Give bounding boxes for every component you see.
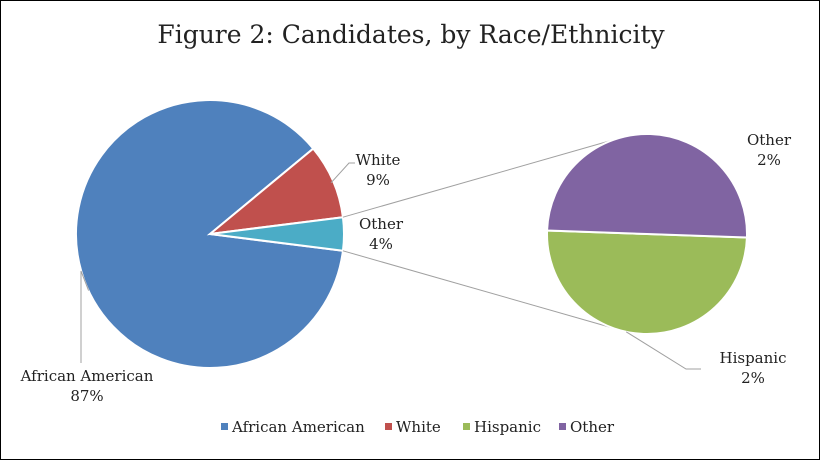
data-labels: African American 87% White 9% Other 4% Other 2%… xyxy=(20,131,792,405)
chart-title: Figure 2: Candidates, by Race/Ethnicity xyxy=(157,20,665,49)
label-hispanic: Hispanic 2% xyxy=(720,349,787,387)
label-white: White 9% xyxy=(356,151,401,189)
label-other: Other 4% xyxy=(359,215,404,253)
legend-item-african-american: African American xyxy=(221,418,365,436)
legend-item-white: White xyxy=(385,418,441,436)
legend-swatch xyxy=(463,423,470,430)
legend-label: Other xyxy=(570,418,615,436)
connector-line-top xyxy=(342,139,613,218)
connector-lines xyxy=(342,139,613,329)
leader-african-american xyxy=(80,270,90,363)
pie-slice-other xyxy=(209,216,345,252)
connector-line-bottom xyxy=(342,250,613,329)
legend-label: Hispanic xyxy=(474,418,541,436)
legend-label: African American xyxy=(231,418,365,436)
leader-hispanic xyxy=(625,331,701,370)
main-pie xyxy=(74,99,345,369)
leader-white xyxy=(330,162,355,184)
label-secondary-other: Other 2% xyxy=(747,131,792,169)
secondary-slice-other xyxy=(546,133,748,239)
legend-label: White xyxy=(396,418,441,436)
legend-swatch xyxy=(559,423,566,430)
secondary-pie xyxy=(546,133,748,335)
legend-item-hispanic: Hispanic xyxy=(463,418,541,436)
secondary-slice-hispanic xyxy=(546,229,748,335)
label-african-american: African American 87% xyxy=(20,367,154,405)
legend-swatch xyxy=(385,423,392,430)
legend-swatch xyxy=(221,423,228,430)
legend: African American White Hispanic Other xyxy=(221,418,615,436)
legend-item-other: Other xyxy=(559,418,615,436)
